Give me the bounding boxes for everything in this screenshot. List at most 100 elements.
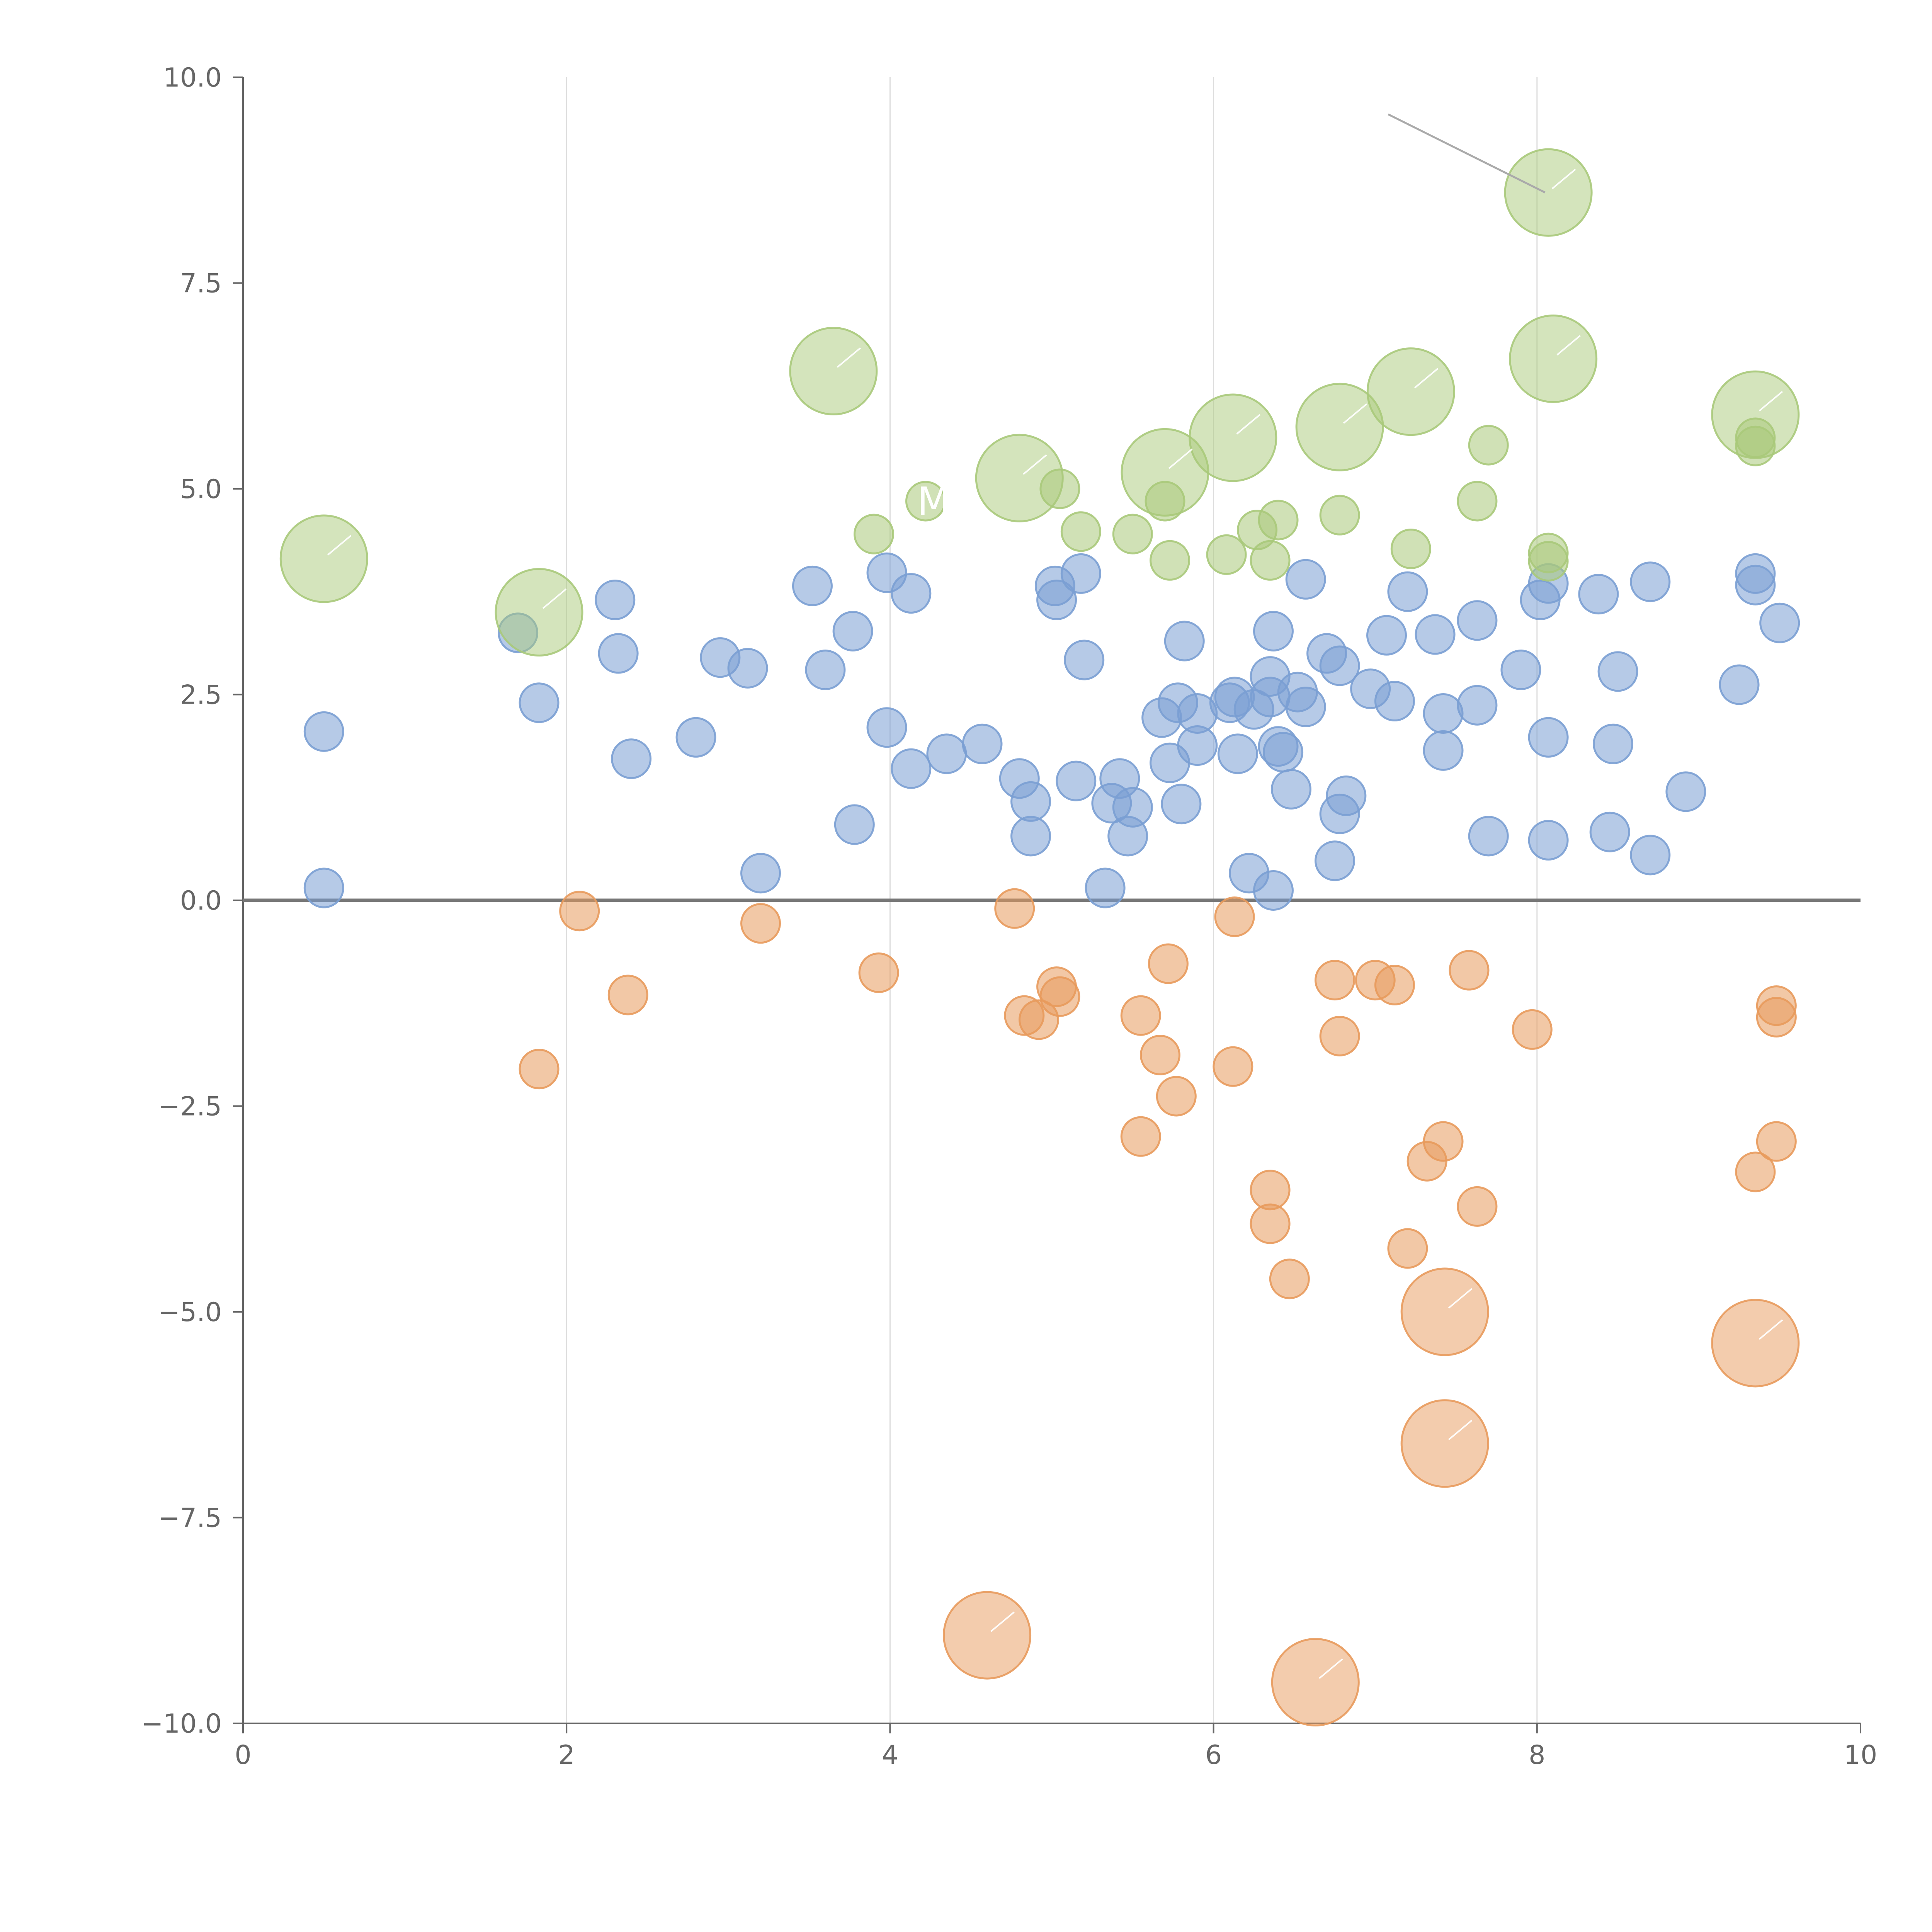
negative-point bbox=[1457, 1186, 1498, 1227]
highlight-point bbox=[1711, 370, 1800, 459]
annotation-layer: M bbox=[327, 113, 1783, 1679]
positive-point bbox=[1036, 580, 1077, 621]
x-tick-label: 4 bbox=[882, 1740, 898, 1770]
positive-point bbox=[1010, 816, 1051, 857]
negative-point bbox=[1148, 943, 1189, 984]
positive-point bbox=[1326, 775, 1367, 816]
label-leader-line bbox=[1168, 448, 1193, 469]
y-tick-label: 0.0 bbox=[180, 886, 222, 916]
x-tick-label: 0 bbox=[235, 1740, 251, 1770]
negative-point bbox=[1756, 1121, 1797, 1162]
negative-point bbox=[1512, 1009, 1553, 1050]
positive-point bbox=[1528, 717, 1569, 758]
highlight-point bbox=[1206, 534, 1247, 575]
negative-point bbox=[1214, 896, 1255, 937]
negative-point bbox=[1449, 950, 1490, 991]
negative-point bbox=[1120, 1116, 1161, 1157]
positive-point bbox=[1060, 553, 1101, 594]
negative-point bbox=[1039, 976, 1080, 1017]
positive-point bbox=[1759, 602, 1800, 643]
positive-point bbox=[962, 723, 1003, 764]
positive-point bbox=[1735, 565, 1776, 605]
y-tick-label: 7.5 bbox=[180, 269, 222, 299]
points-layer bbox=[279, 148, 1800, 1726]
label-leader-line bbox=[1343, 403, 1367, 424]
positive-point bbox=[1589, 811, 1630, 852]
negative-point bbox=[1315, 960, 1355, 1001]
highlight-point bbox=[1468, 425, 1509, 466]
label-leader-line bbox=[1759, 391, 1783, 412]
label-leader-line bbox=[1319, 1658, 1343, 1679]
label-leader-line bbox=[542, 588, 567, 609]
positive-point bbox=[727, 648, 768, 689]
negative-point bbox=[1139, 1034, 1180, 1075]
highlight-point bbox=[1150, 540, 1190, 581]
positive-point bbox=[1415, 614, 1456, 655]
highlight-point bbox=[1366, 347, 1455, 436]
axis-layer: 0 2 4 6 8 10 10.0 7.5 5.0 2.5 0.0 −2.5 −5.0 −7.5 −10.0 bbox=[141, 63, 1878, 1770]
positive-point bbox=[1056, 760, 1097, 801]
highlight-point bbox=[1504, 148, 1593, 237]
positive-point bbox=[595, 580, 636, 621]
label-leader-line bbox=[1448, 1420, 1473, 1440]
highlight-point bbox=[1319, 495, 1360, 536]
positive-point bbox=[1630, 835, 1671, 876]
negative-point bbox=[1423, 1121, 1464, 1162]
highlight-point bbox=[905, 481, 946, 522]
label-leader-line bbox=[1022, 454, 1047, 475]
positive-point bbox=[792, 565, 833, 606]
positive-point bbox=[1285, 686, 1326, 727]
positive-point bbox=[1315, 840, 1355, 881]
y-tick-label: −7.5 bbox=[158, 1503, 222, 1534]
x-tick-label: 8 bbox=[1529, 1740, 1545, 1770]
highlight-point bbox=[495, 568, 583, 656]
negative-point bbox=[1735, 1151, 1776, 1192]
negative-point bbox=[1756, 997, 1797, 1037]
positive-point bbox=[303, 711, 344, 752]
label-leader-line bbox=[1556, 335, 1581, 355]
positive-point bbox=[1457, 685, 1498, 726]
y-tick-label: −2.5 bbox=[158, 1092, 222, 1122]
highlight-point bbox=[789, 327, 878, 415]
negative-point bbox=[994, 888, 1035, 929]
positive-point bbox=[1500, 650, 1541, 690]
negative-point bbox=[1711, 1299, 1800, 1388]
positive-point bbox=[1085, 867, 1126, 908]
label-leader-line bbox=[1759, 1319, 1783, 1340]
positive-point bbox=[1593, 723, 1634, 764]
negative-point bbox=[1400, 1399, 1489, 1488]
positive-point bbox=[834, 804, 875, 845]
positive-point bbox=[1665, 771, 1706, 812]
highlight-point bbox=[975, 434, 1064, 522]
positive-point bbox=[1010, 781, 1051, 822]
positive-point bbox=[1597, 651, 1638, 692]
positive-point bbox=[611, 738, 652, 779]
highlight-point bbox=[279, 514, 368, 603]
positive-point bbox=[1528, 820, 1569, 861]
highlight-point bbox=[1457, 481, 1498, 522]
label-leader-line bbox=[1448, 1288, 1473, 1309]
positive-point bbox=[1387, 571, 1428, 612]
positive-point bbox=[1423, 730, 1464, 771]
x-tick-label: 10 bbox=[1844, 1740, 1878, 1770]
positive-point bbox=[832, 611, 873, 651]
negative-point bbox=[1120, 995, 1161, 1036]
positive-point bbox=[519, 682, 560, 723]
negative-point bbox=[1269, 1259, 1310, 1299]
positive-point bbox=[1374, 681, 1415, 722]
label-leader-line bbox=[990, 1611, 1015, 1632]
positive-point bbox=[675, 717, 716, 758]
label-leader-line bbox=[837, 347, 861, 368]
negative-point bbox=[1387, 1228, 1428, 1269]
positive-point bbox=[598, 633, 639, 674]
x-tick-label: 6 bbox=[1205, 1740, 1222, 1770]
positive-point bbox=[1253, 870, 1294, 911]
y-tick-label: 2.5 bbox=[180, 680, 222, 711]
negative-point bbox=[1400, 1267, 1489, 1356]
positive-point bbox=[1164, 621, 1205, 662]
highlight-point bbox=[1189, 393, 1277, 482]
highlight-point bbox=[1258, 500, 1299, 541]
positive-point bbox=[1630, 561, 1671, 602]
x-tick-label: 2 bbox=[558, 1740, 575, 1770]
